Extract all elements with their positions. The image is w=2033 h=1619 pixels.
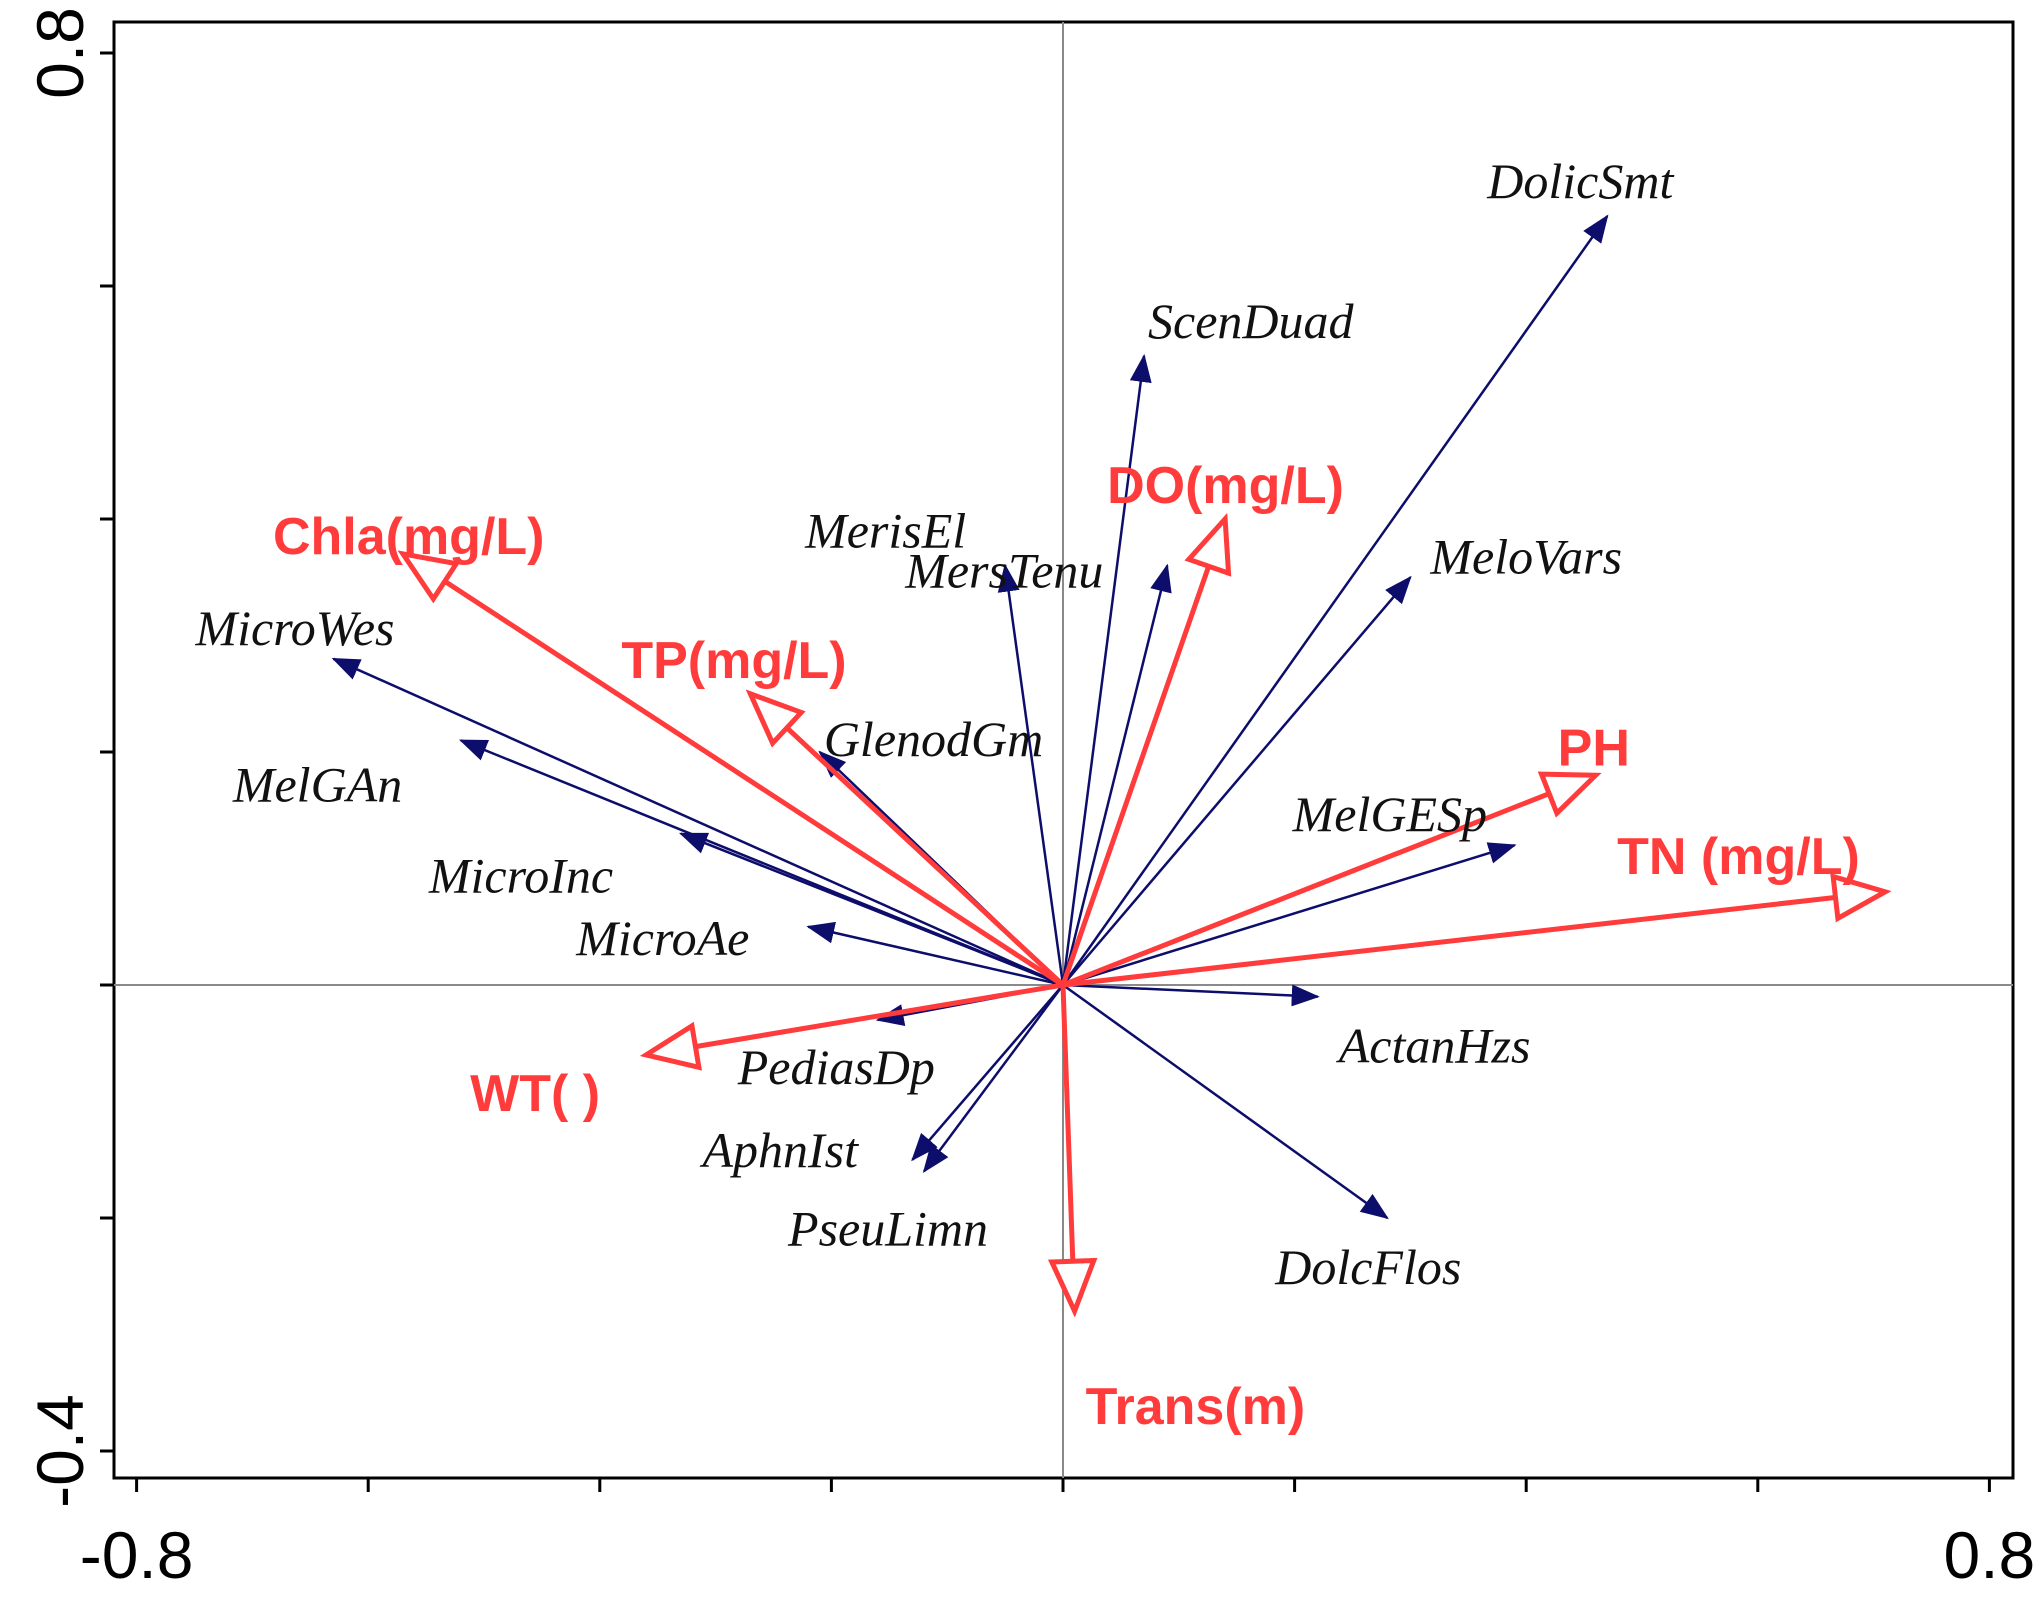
species-label-melgesp: MelGESp xyxy=(1292,786,1487,842)
species-arrow-aphnist xyxy=(911,984,1064,1162)
env-arrow-trans-m xyxy=(1063,984,1075,1311)
species-label-glenodgm: GlenodGm xyxy=(824,711,1043,767)
species-label-merisel: MerisEl xyxy=(804,503,966,559)
species-arrow-melgesp xyxy=(1062,842,1517,987)
environment-labels: Chla(mg/L) DO(mg/L) TP(mg/L) PH TN (mg/L) WT(… xyxy=(273,457,1860,1436)
zero-reference-lines xyxy=(114,22,2013,1478)
species-label-dolicsmt: DolicSmt xyxy=(1486,153,1674,209)
env-arrow-wt xyxy=(646,982,1064,1055)
axis-tick-labels: -0.8 0.8 0.8 -0.4 xyxy=(23,7,2033,1592)
species-arrow-merisel xyxy=(997,563,1065,986)
species-label-merstenu: MersTenu xyxy=(904,543,1103,599)
species-label-melovars: MeloVars xyxy=(1429,528,1622,584)
species-label-microae: MicroAe xyxy=(575,910,749,966)
x-tick-label: 0.8 xyxy=(1944,1518,2033,1592)
species-label-pediasdp: PediasDp xyxy=(737,1039,935,1095)
species-label-scenduad: ScenDuad xyxy=(1148,293,1354,349)
env-arrow-tp-mg-l xyxy=(750,694,1065,987)
y-tick-label: -0.4 xyxy=(23,1394,97,1508)
species-arrow-dolicsmt xyxy=(1061,214,1609,986)
y-tick-label: 0.8 xyxy=(23,7,97,99)
species-label-melgan: MelGAn xyxy=(232,756,402,812)
env-label-chla-mg-l: Chla(mg/L) xyxy=(273,508,545,566)
species-arrow-microinc xyxy=(679,832,1064,987)
env-arrow-chla-mg-l xyxy=(403,554,1065,988)
species-label-dolcflos: DolcFlos xyxy=(1274,1239,1461,1295)
species-label-microwes: MicroWes xyxy=(194,600,394,656)
x-tick-label: -0.8 xyxy=(80,1518,194,1592)
species-label-microinc: MicroInc xyxy=(428,848,613,904)
env-label-trans-m: Trans(m) xyxy=(1086,1378,1306,1436)
env-arrow-do-mg-l xyxy=(1060,519,1225,986)
species-arrow-microwes xyxy=(331,657,1064,987)
env-label-tp-mg-l: TP(mg/L) xyxy=(621,632,846,690)
env-label-wt: WT( ) xyxy=(470,1065,600,1123)
species-label-pseulimn: PseuLimn xyxy=(787,1200,988,1256)
species-arrow-actanhzs xyxy=(1062,983,1320,1007)
species-arrow-dolcflos xyxy=(1062,983,1389,1220)
env-arrow-tn-mg-l xyxy=(1062,892,1885,988)
species-label-actanhzs: ActanHzs xyxy=(1336,1018,1531,1074)
species-arrow-microae xyxy=(806,921,1064,987)
env-label-do-mg-l: DO(mg/L) xyxy=(1107,457,1344,515)
species-label-aphnist: AphnIst xyxy=(699,1122,859,1178)
env-arrow-ph xyxy=(1062,775,1596,988)
species-arrow-merstenu xyxy=(1061,563,1172,986)
env-label-tn-mg-l: TN (mg/L) xyxy=(1617,828,1860,886)
axis-ticks xyxy=(100,51,1991,1492)
species-arrow-melovars xyxy=(1062,575,1412,986)
species-arrow-scenduad xyxy=(1061,353,1152,986)
environment-vectors xyxy=(403,519,1885,1311)
env-label-ph: PH xyxy=(1558,719,1630,777)
species-arrow-pseulimn xyxy=(922,984,1065,1174)
